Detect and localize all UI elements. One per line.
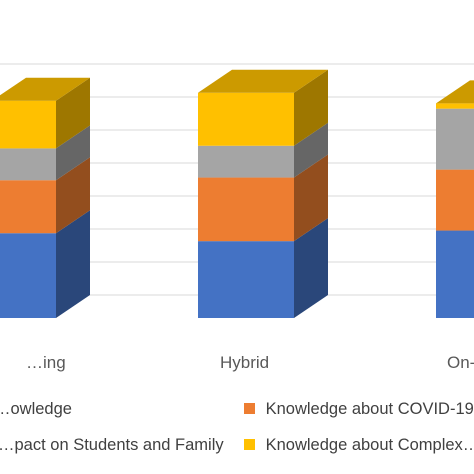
bar-front xyxy=(436,169,474,231)
bar-side xyxy=(294,122,328,178)
bar-front xyxy=(0,100,56,149)
legend-swatch-orange xyxy=(244,403,255,414)
bar-front xyxy=(436,103,474,109)
category-label-1: …ing xyxy=(26,353,66,372)
bar-top xyxy=(198,69,328,93)
bar-front xyxy=(436,108,474,170)
bar-segment-1-1 xyxy=(0,210,90,318)
bar-segment-1-2 xyxy=(198,218,328,318)
legend-item-complex: Knowledge about Complex… xyxy=(244,436,474,455)
bar-front xyxy=(0,233,56,318)
legend-label-complex: Knowledge about Complex… xyxy=(265,436,474,454)
bar-segment-3-1 xyxy=(0,125,90,181)
bar-front xyxy=(436,230,474,318)
legend-swatch-yellow xyxy=(244,439,255,450)
bar-side xyxy=(56,210,90,318)
bar-side xyxy=(56,77,90,149)
bar-side xyxy=(294,218,328,318)
bar-front xyxy=(198,92,294,146)
bar-segment-2-2 xyxy=(198,154,328,242)
legend-item-knowledge: …owledge xyxy=(0,400,72,419)
bar-segment-1-3 xyxy=(436,230,474,318)
bar-segment-3-2 xyxy=(198,122,328,178)
bar-front xyxy=(198,145,294,178)
bar-front xyxy=(0,148,56,181)
bar-side xyxy=(294,154,328,242)
bar-segment-2-3 xyxy=(436,169,474,231)
category-label-3: On-sit… xyxy=(447,353,474,372)
bar-front xyxy=(0,180,56,234)
bar-segment-4-1 xyxy=(0,77,90,149)
legend-item-impact: …pact on Students and Family xyxy=(0,436,224,455)
legend-label-impact: …pact on Students and Family xyxy=(0,436,224,454)
bar-side xyxy=(294,69,328,146)
legend-label-knowledge: …owledge xyxy=(0,400,72,418)
bar-front xyxy=(198,241,294,318)
bar-side xyxy=(56,157,90,234)
bar-side xyxy=(56,125,90,181)
legend-item-covid: Knowledge about COVID-19… xyxy=(244,400,474,419)
bar-top xyxy=(436,80,474,104)
category-label-2: Hybrid xyxy=(220,353,269,372)
bar-segment-4-2 xyxy=(198,69,328,146)
bar-stacks xyxy=(0,69,474,318)
bar-front xyxy=(198,177,294,242)
bar-top xyxy=(0,77,90,101)
bar-segment-2-1 xyxy=(0,157,90,234)
legend-label-covid: Knowledge about COVID-19… xyxy=(265,400,474,418)
bar-segment-4-3 xyxy=(436,80,474,109)
bar-segment-3-3 xyxy=(436,108,474,170)
category-labels: …ing Hybrid On-sit… xyxy=(26,353,474,372)
